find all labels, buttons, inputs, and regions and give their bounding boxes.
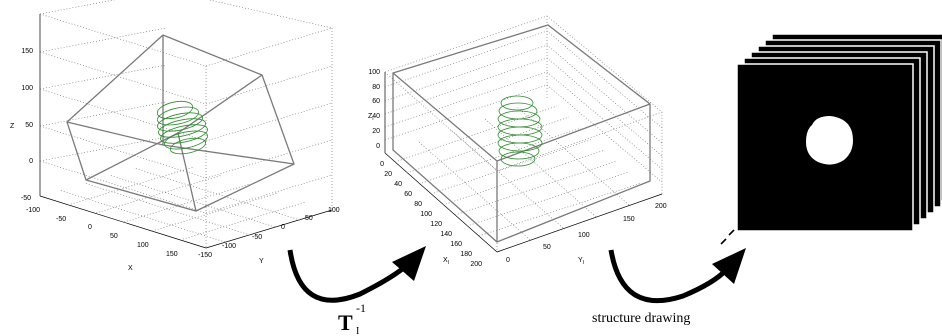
left-y-tick: -50 xyxy=(252,234,262,241)
middle-z-axis-label: ZI xyxy=(368,113,374,122)
left-3d-plot: 150 100 50 0 -50 -100 -50 0 50 100 150 -… xyxy=(10,0,340,272)
middle-x-tick: 100 xyxy=(420,211,432,218)
left-coil xyxy=(156,100,208,155)
left-x-axis-label: X xyxy=(128,265,133,272)
left-z-tick: 100 xyxy=(21,85,33,92)
left-axes-frame xyxy=(39,0,333,249)
middle-y-tick: 50 xyxy=(543,244,551,251)
middle-x-tick: 200 xyxy=(470,261,482,268)
left-z-tick: 150 xyxy=(21,48,33,55)
transform-symbol: T xyxy=(338,310,353,335)
middle-3d-plot: 100 80 60 40 20 0 0 20 40 60 80 100 120 … xyxy=(368,15,667,268)
slice-stack xyxy=(736,33,942,232)
middle-box xyxy=(392,24,651,243)
structure-drawing-caption: structure drawing xyxy=(592,311,690,326)
left-y-tick: -100 xyxy=(222,243,236,250)
middle-x-tick: 0 xyxy=(380,161,384,168)
drawing-arrow xyxy=(608,248,746,304)
middle-y-axis-label: YI xyxy=(578,257,584,266)
structure-mask xyxy=(806,116,853,165)
left-y-tick: 100 xyxy=(328,207,340,214)
left-z-tick: 50 xyxy=(25,122,33,129)
transform-subscript: I xyxy=(356,326,359,336)
middle-x-tick: 80 xyxy=(414,201,422,208)
middle-x-tick: 20 xyxy=(384,171,392,178)
transform-arrow xyxy=(287,246,426,303)
middle-x-tick: 180 xyxy=(460,251,472,258)
middle-x-tick: 40 xyxy=(394,181,402,188)
middle-x-tick: 160 xyxy=(450,241,462,248)
left-z-tick: -50 xyxy=(21,195,31,202)
left-z-axis-label: Z xyxy=(10,123,15,130)
left-y-tick: 50 xyxy=(305,215,313,222)
middle-z-tick: 100 xyxy=(368,69,380,76)
middle-x-axis-label: XI xyxy=(443,257,449,266)
middle-z-tick: 60 xyxy=(372,98,380,105)
middle-x-tick: 60 xyxy=(404,191,412,198)
left-x-tick: 50 xyxy=(110,233,118,240)
left-z-tick: 0 xyxy=(29,158,33,165)
left-x-tick: 0 xyxy=(88,224,92,231)
middle-coil xyxy=(497,95,543,167)
middle-y-tick: 100 xyxy=(578,232,590,239)
left-x-tick: 100 xyxy=(137,242,149,249)
middle-y-tick: 200 xyxy=(655,203,667,210)
middle-x-tick: 120 xyxy=(430,221,442,228)
left-x-tick: -100 xyxy=(26,207,40,214)
middle-y-tick: 0 xyxy=(506,257,510,264)
transform-label: T I -1 xyxy=(338,301,366,336)
middle-z-tick: 80 xyxy=(372,84,380,91)
middle-z-tick: 0 xyxy=(376,143,380,150)
left-y-tick: -150 xyxy=(198,252,212,259)
left-rotated-box xyxy=(66,34,295,212)
ellipsis-connector xyxy=(720,229,735,245)
left-x-tick: 150 xyxy=(166,251,178,258)
middle-y-tick: 150 xyxy=(623,216,635,223)
left-y-axis-label: Y xyxy=(259,258,264,265)
middle-z-tick: 20 xyxy=(372,128,380,135)
left-x-tick: -50 xyxy=(56,216,66,223)
middle-x-tick: 140 xyxy=(440,231,452,238)
left-y-tick: 0 xyxy=(281,224,285,231)
middle-z-tick: 40 xyxy=(372,113,380,120)
transform-superscript: -1 xyxy=(356,301,366,315)
